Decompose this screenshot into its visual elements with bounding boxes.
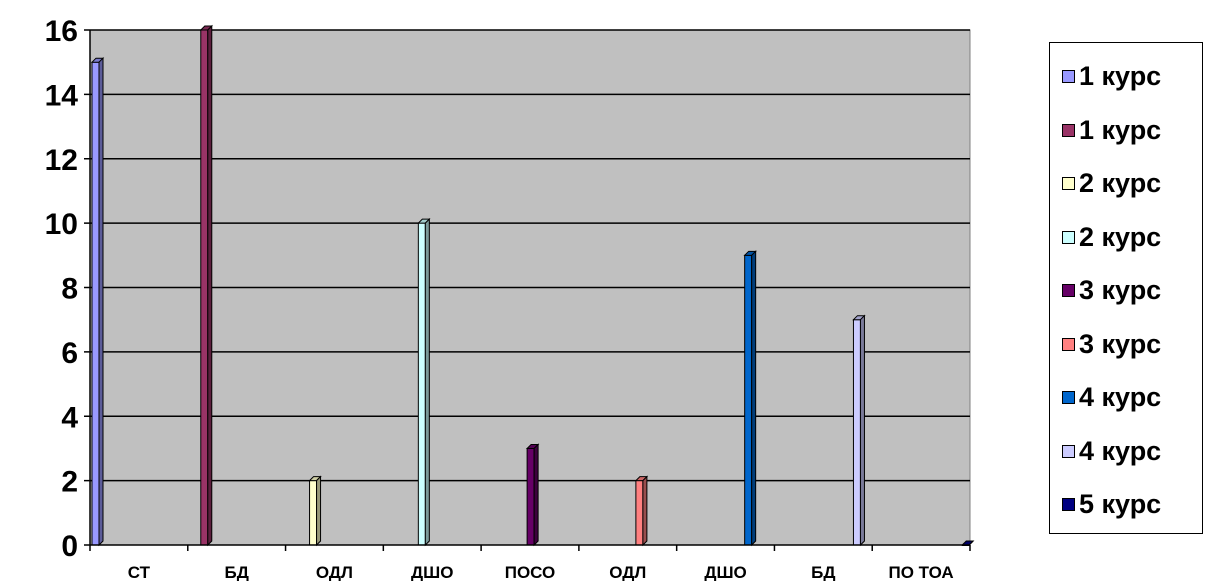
y-tick-label: 6 xyxy=(61,337,78,370)
legend-swatch xyxy=(1062,337,1075,351)
legend-item: 4 курс xyxy=(1062,436,1161,467)
legend: 1 курс 1 курс 2 курс 2 курс 3 курс 3 курс 4 ку… xyxy=(1049,42,1203,534)
y-tick-label: 10 xyxy=(45,208,78,241)
bar xyxy=(417,217,431,547)
bar-chart: 0 2 4 6 8 10 12 14 16 СТ БД ОДЛ ДШО ПОСО ОДЛ ДШО БД ПО Т… xyxy=(45,15,975,581)
legend-label: 2 курс xyxy=(1079,168,1162,198)
x-tick-label: БД xyxy=(811,563,835,581)
x-tick-label: БД xyxy=(224,563,248,581)
bar xyxy=(199,24,213,547)
bar xyxy=(308,475,322,547)
legend-label: 2 курс xyxy=(1079,221,1162,252)
bar xyxy=(634,475,649,547)
y-tick-label: 8 xyxy=(61,273,78,306)
bar xyxy=(525,443,540,547)
x-axis-ticks: СТ БД ОДЛ ДШО ПОСО ОДЛ ДШО БД ПО ТОА xyxy=(89,545,971,581)
legend-swatch xyxy=(1062,391,1075,404)
legend-item: 4 курс xyxy=(1062,382,1161,413)
legend-label: 4 курс xyxy=(1079,382,1162,412)
legend-item: 3 курс xyxy=(1062,275,1161,306)
legend-swatch xyxy=(1062,230,1075,244)
legend-swatch xyxy=(1062,70,1075,83)
legend-item: 3 курс xyxy=(1062,329,1161,360)
y-tick-label: 4 xyxy=(61,401,78,434)
x-tick-label: ПОСО xyxy=(505,563,556,581)
bar xyxy=(90,56,105,547)
legend-label: 3 курс xyxy=(1079,328,1162,359)
bar xyxy=(743,250,757,547)
y-tick-label: 16 xyxy=(45,15,78,48)
legend-item: 1 курс xyxy=(1062,115,1161,146)
legend-swatch xyxy=(1062,444,1075,458)
y-axis-ticks: 0 2 4 6 8 10 12 14 16 xyxy=(45,15,90,563)
legend-item: 1 курс xyxy=(1062,61,1161,92)
x-tick-label: ДШО xyxy=(704,563,746,581)
legend-swatch xyxy=(1062,284,1075,297)
x-tick-label: ОДЛ xyxy=(609,563,646,581)
x-tick-label: ДШО xyxy=(411,563,453,581)
legend-label: 1 курс xyxy=(1079,114,1162,145)
legend-label: 3 курс xyxy=(1079,275,1162,305)
legend-label: 4 курс xyxy=(1079,435,1162,466)
legend-item: 2 курс xyxy=(1062,222,1161,253)
legend-swatch xyxy=(1062,177,1075,190)
bar xyxy=(852,314,866,547)
y-tick-label: 0 xyxy=(61,530,78,563)
legend-label: 1 курс xyxy=(1079,61,1162,91)
legend-item: 5 курс xyxy=(1062,489,1161,520)
x-tick-label: ПО ТОА xyxy=(889,563,954,581)
y-tick-label: 14 xyxy=(45,79,79,112)
legend-item: 2 курс xyxy=(1062,168,1161,199)
legend-swatch xyxy=(1062,498,1075,511)
x-tick-label: СТ xyxy=(128,563,151,581)
y-tick-label: 2 xyxy=(61,466,78,499)
x-tick-label: ОДЛ xyxy=(316,563,353,581)
y-tick-label: 12 xyxy=(45,144,78,177)
gridlines xyxy=(90,29,970,482)
legend-label: 5 курс xyxy=(1079,489,1162,519)
legend-swatch xyxy=(1062,123,1075,137)
